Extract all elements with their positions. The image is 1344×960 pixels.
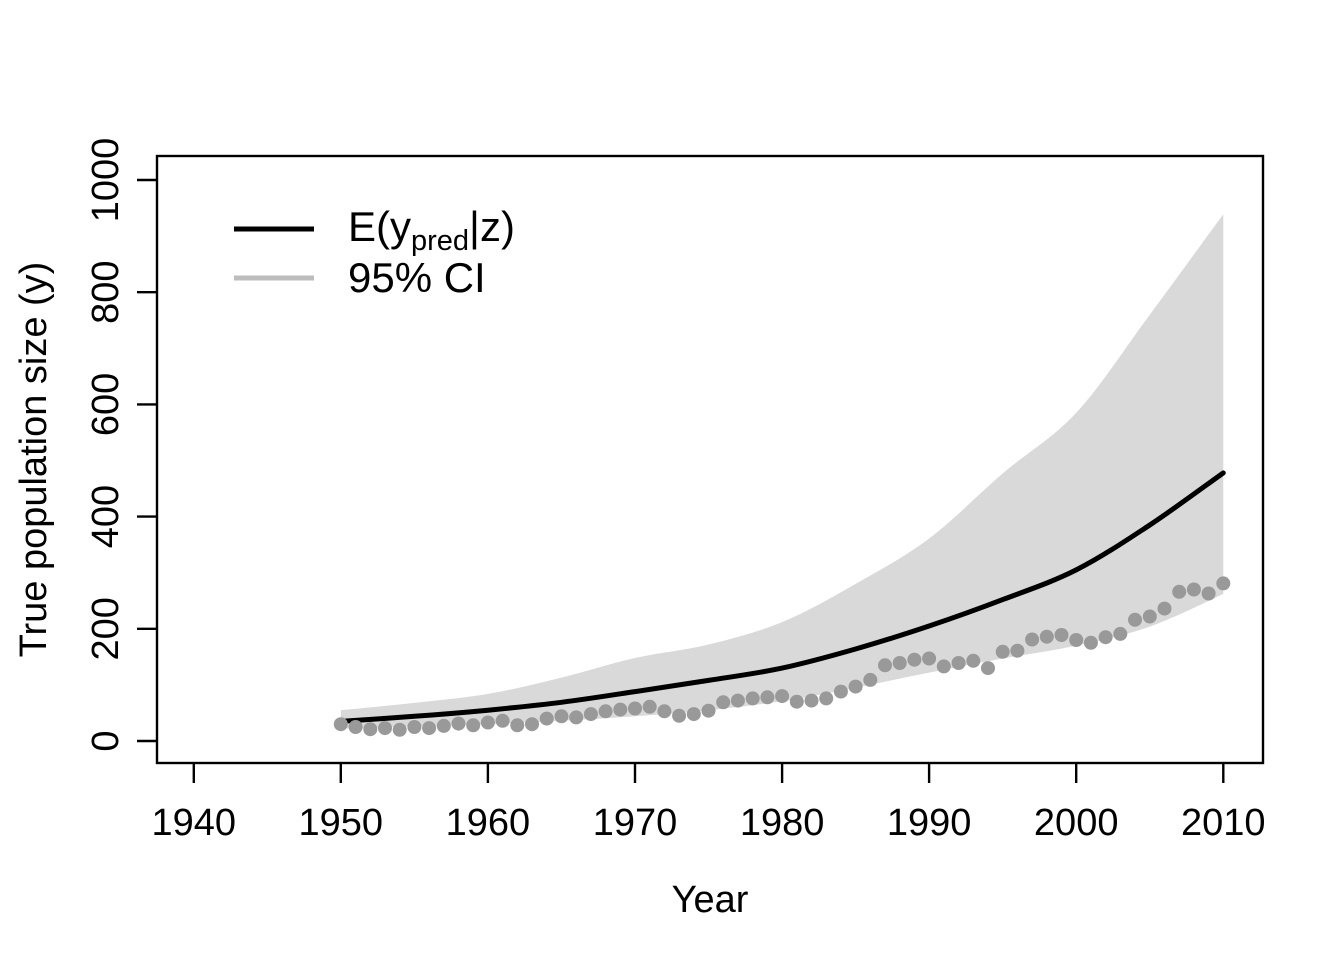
- x-tick-label: 2000: [1034, 802, 1119, 844]
- data-point: [1069, 633, 1084, 647]
- data-point: [701, 703, 716, 718]
- data-point: [936, 659, 951, 674]
- data-point: [495, 713, 510, 728]
- data-point: [407, 720, 422, 734]
- data-point: [907, 652, 922, 667]
- x-axis: 1940 1950 1960 1970 1980 1990 2000 2010: [152, 763, 1266, 844]
- data-point: [848, 679, 863, 694]
- data-point: [583, 707, 598, 722]
- data-point: [686, 707, 701, 722]
- data-point: [348, 720, 363, 734]
- observation-points-layer: [333, 576, 1231, 737]
- data-point: [789, 694, 804, 709]
- data-point: [1098, 630, 1113, 645]
- data-point: [1186, 582, 1201, 597]
- data-point: [995, 644, 1010, 659]
- legend-mean-subscript: pred: [411, 225, 469, 257]
- data-point: [1010, 643, 1025, 658]
- data-point: [598, 704, 613, 719]
- legend: E(ypred|z) 95% CI: [234, 203, 515, 301]
- data-point: [466, 718, 481, 733]
- mean-curve-layer: [338, 470, 1226, 724]
- data-point: [378, 721, 392, 736]
- y-tick-label: 200: [85, 597, 127, 660]
- x-tick-label: 1980: [740, 802, 825, 844]
- x-tick-label: 1940: [152, 802, 237, 844]
- data-point: [1054, 628, 1069, 642]
- data-point: [451, 716, 466, 731]
- data-point: [1142, 609, 1157, 624]
- data-point: [819, 691, 834, 706]
- data-point: [730, 693, 745, 708]
- data-point: [745, 691, 760, 706]
- data-point: [422, 721, 437, 736]
- data-point: [951, 656, 966, 670]
- data-point: [804, 693, 819, 708]
- data-point: [833, 684, 848, 699]
- data-point: [392, 722, 407, 737]
- data-point: [569, 710, 584, 725]
- data-point: [775, 689, 790, 704]
- y-tick-label: 800: [85, 260, 127, 323]
- data-point: [672, 708, 687, 723]
- data-point: [1216, 576, 1231, 591]
- data-point: [966, 653, 981, 668]
- x-tick-label: 2010: [1181, 802, 1266, 844]
- data-point: [333, 717, 348, 732]
- data-point: [657, 704, 672, 719]
- y-tick-label: 400: [85, 485, 127, 548]
- data-point: [922, 651, 937, 666]
- data-point: [480, 715, 495, 730]
- legend-label-ci: 95% CI: [348, 254, 486, 301]
- data-point: [760, 690, 775, 705]
- data-point: [1083, 635, 1098, 650]
- data-point: [613, 702, 628, 717]
- data-point: [1157, 601, 1172, 616]
- data-point: [1113, 626, 1128, 641]
- x-axis-title: Year: [672, 879, 749, 921]
- data-point: [716, 695, 731, 710]
- data-point: [436, 718, 451, 733]
- data-point: [363, 722, 378, 737]
- x-tick-label: 1960: [446, 802, 531, 844]
- y-tick-label: 0: [85, 730, 127, 751]
- data-point: [554, 709, 569, 724]
- legend-mean-prefix: E(y: [348, 203, 411, 250]
- y-axis: 0 200 400 600 800 1000: [85, 138, 157, 752]
- legend-label-mean: E(ypred|z): [348, 203, 515, 257]
- data-point: [863, 672, 878, 687]
- data-point: [510, 718, 525, 733]
- data-point: [1172, 584, 1187, 599]
- data-point: [1039, 629, 1054, 644]
- x-tick-label: 1990: [887, 802, 972, 844]
- mean-curve: [338, 470, 1226, 724]
- x-tick-label: 1970: [593, 802, 678, 844]
- data-point: [1025, 632, 1040, 647]
- legend-mean-suffix: |z): [469, 203, 515, 250]
- y-axis-title: True population size (y): [13, 262, 55, 658]
- data-point: [981, 661, 995, 676]
- data-point: [642, 699, 657, 714]
- data-point: [892, 656, 907, 670]
- data-point: [539, 711, 554, 726]
- data-point: [878, 658, 892, 673]
- data-point: [1201, 586, 1216, 601]
- data-point: [628, 701, 642, 716]
- y-tick-label: 600: [85, 373, 127, 436]
- plot-border-box: [155, 154, 1265, 765]
- y-tick-label: 1000: [85, 138, 127, 223]
- x-tick-label: 1950: [299, 802, 384, 844]
- data-point: [1128, 612, 1142, 627]
- data-point: [525, 717, 539, 732]
